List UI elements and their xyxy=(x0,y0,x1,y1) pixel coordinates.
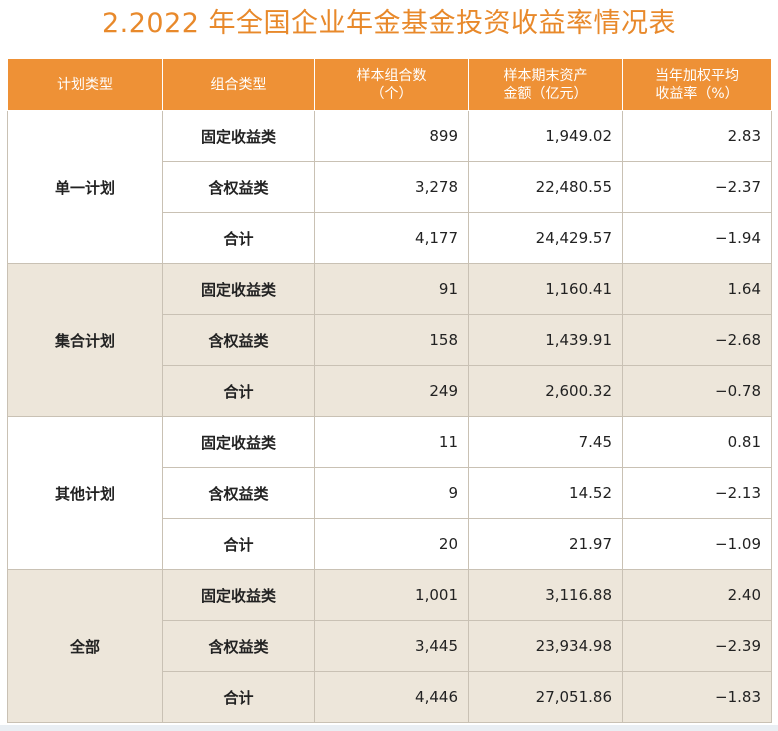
plan-type-cell: 其他计划 xyxy=(7,416,163,570)
assets-cell: 21.97 xyxy=(468,518,623,570)
sample-count-cell: 3,445 xyxy=(314,620,469,672)
annuity-returns-table: 计划类型 组合类型 样本组合数 （个） 样本期末资产 金额（亿元） 当年加权平均 收益… xyxy=(7,58,772,723)
assets-cell: 14.52 xyxy=(468,467,623,519)
sample-count-cell: 1,001 xyxy=(314,569,469,621)
portfolio-type-cell: 合计 xyxy=(162,671,315,723)
table-row: 合计 4,446 27,051.86 −1.83 xyxy=(8,671,772,723)
page-title: 2.2022 年全国企业年金基金投资收益率情况表 xyxy=(101,8,677,39)
portfolio-type-cell: 固定收益类 xyxy=(162,416,315,468)
portfolio-type-cell: 含权益类 xyxy=(162,467,315,519)
table-row: 单一计划 固定收益类 899 1,949.02 2.83 xyxy=(7,110,772,264)
plan-type-cell: 集合计划 xyxy=(7,263,163,417)
table-row: 其他计划 固定收益类 11 7.45 0.81 xyxy=(7,416,772,570)
header-assets-line2: 金额（亿元） xyxy=(503,85,588,102)
assets-cell: 1,160.41 xyxy=(468,263,623,315)
assets-cell: 27,051.86 xyxy=(468,671,623,723)
return-cell: −1.94 xyxy=(622,212,772,264)
header-portfolio-type: 组合类型 xyxy=(162,58,315,111)
portfolio-type-cell: 合计 xyxy=(162,518,315,570)
bottom-divider xyxy=(0,725,778,731)
assets-cell: 24,429.57 xyxy=(468,212,623,264)
assets-cell: 1,439.91 xyxy=(468,314,623,366)
header-plan-type: 计划类型 xyxy=(7,58,163,111)
assets-cell: 2,600.32 xyxy=(468,365,623,417)
header-sample-count-line1: 样本组合数 xyxy=(356,67,427,84)
return-cell: 0.81 xyxy=(622,416,772,468)
portfolio-type-cell: 含权益类 xyxy=(162,314,315,366)
portfolio-type-cell: 固定收益类 xyxy=(162,569,315,621)
table-row: 合计 4,177 24,429.57 −1.94 xyxy=(8,212,772,264)
header-sample-count: 样本组合数 （个） xyxy=(314,58,469,111)
sample-count-cell: 9 xyxy=(314,467,469,519)
sample-count-cell: 899 xyxy=(314,110,469,162)
return-cell: 2.40 xyxy=(622,569,772,621)
sample-count-cell: 249 xyxy=(314,365,469,417)
header-sample-count-line2: （个） xyxy=(370,85,413,102)
portfolio-type-cell: 合计 xyxy=(162,212,315,264)
portfolio-type-cell: 固定收益类 xyxy=(162,263,315,315)
plan-type-cell: 单一计划 xyxy=(7,110,163,264)
sample-count-cell: 4,446 xyxy=(314,671,469,723)
header-return: 当年加权平均 收益率（%） xyxy=(622,58,772,111)
return-cell: −2.68 xyxy=(622,314,772,366)
portfolio-type-cell: 合计 xyxy=(162,365,315,417)
assets-cell: 23,934.98 xyxy=(468,620,623,672)
assets-cell: 7.45 xyxy=(468,416,623,468)
table-row: 含权益类 158 1,439.91 −2.68 xyxy=(8,314,772,366)
sample-count-cell: 3,278 xyxy=(314,161,469,213)
header-row: 计划类型 组合类型 样本组合数 （个） 样本期末资产 金额（亿元） 当年加权平均 收益… xyxy=(7,58,772,111)
sample-count-cell: 4,177 xyxy=(314,212,469,264)
table-row: 含权益类 9 14.52 −2.13 xyxy=(8,467,772,519)
return-cell: 1.64 xyxy=(622,263,772,315)
sample-count-cell: 20 xyxy=(314,518,469,570)
return-cell: −1.09 xyxy=(622,518,772,570)
header-return-line2: 收益率（%） xyxy=(655,85,739,102)
return-cell: −0.78 xyxy=(622,365,772,417)
return-cell: −1.83 xyxy=(622,671,772,723)
table-row: 集合计划 固定收益类 91 1,160.41 1.64 xyxy=(7,263,772,417)
assets-cell: 3,116.88 xyxy=(468,569,623,621)
header-return-line1: 当年加权平均 xyxy=(655,67,739,84)
return-cell: −2.37 xyxy=(622,161,772,213)
table-row: 合计 249 2,600.32 −0.78 xyxy=(8,365,772,417)
sample-count-cell: 91 xyxy=(314,263,469,315)
portfolio-type-cell: 含权益类 xyxy=(162,620,315,672)
assets-cell: 1,949.02 xyxy=(468,110,623,162)
header-assets: 样本期末资产 金额（亿元） xyxy=(468,58,623,111)
header-assets-line1: 样本期末资产 xyxy=(503,67,588,84)
portfolio-type-cell: 固定收益类 xyxy=(162,110,315,162)
return-cell: −2.39 xyxy=(622,620,772,672)
table-row: 全部 固定收益类 1,001 3,116.88 2.40 xyxy=(7,569,772,723)
table-row: 含权益类 3,278 22,480.55 −2.37 xyxy=(8,161,772,213)
sample-count-cell: 158 xyxy=(314,314,469,366)
return-cell: 2.83 xyxy=(622,110,772,162)
return-cell: −2.13 xyxy=(622,467,772,519)
portfolio-type-cell: 含权益类 xyxy=(162,161,315,213)
sample-count-cell: 11 xyxy=(314,416,469,468)
plan-type-cell: 全部 xyxy=(7,569,163,723)
assets-cell: 22,480.55 xyxy=(468,161,623,213)
